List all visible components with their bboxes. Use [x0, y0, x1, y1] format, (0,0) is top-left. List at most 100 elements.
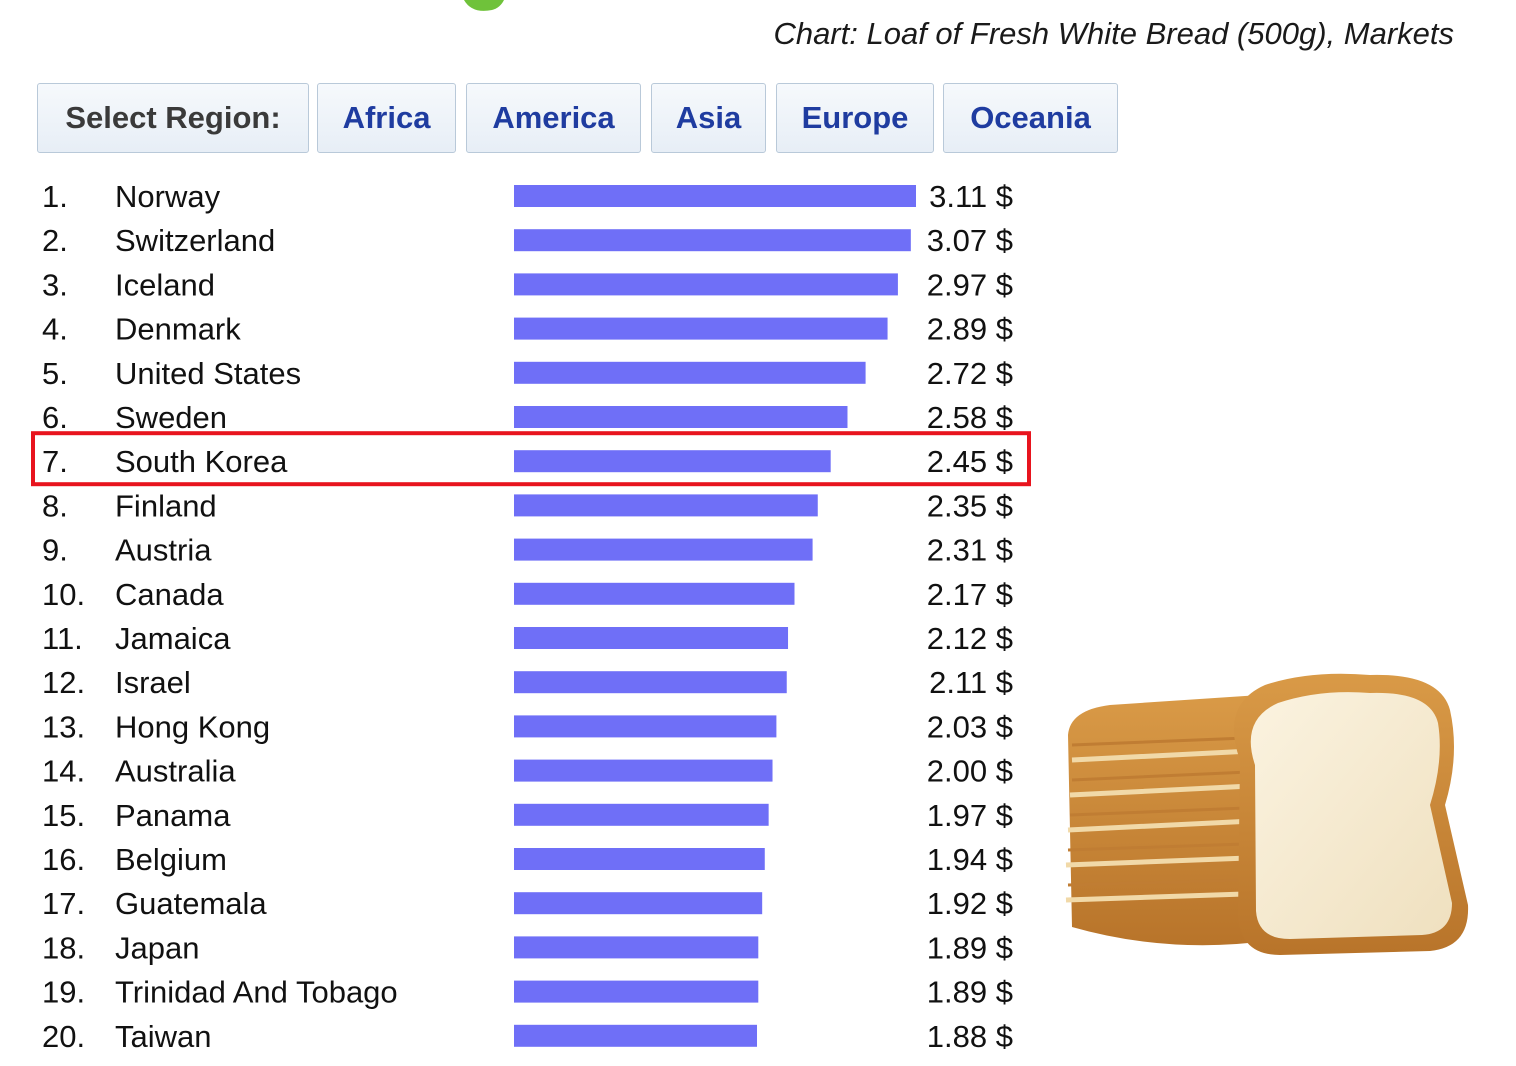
value-label: 2.03 $	[927, 709, 1013, 744]
chart-row: 15. Panama 1.97 $	[42, 798, 1013, 833]
country-label: Japan	[115, 930, 199, 965]
value-label: 2.31 $	[927, 533, 1013, 568]
chart-row: 3. Iceland 2.97 $	[42, 267, 1013, 302]
country-label: Finland	[115, 488, 217, 523]
chart-row: 7. South Korea 2.45 $	[42, 444, 1013, 479]
bar	[514, 1024, 758, 1047]
bread-price-bar-chart: 1. Norway 3.11 $ 2. Switzerland 3.07 $ 3. Icela…	[31, 179, 1031, 1054]
value-label: 2.11 $	[929, 665, 1013, 700]
country-label: Switzerland	[115, 223, 275, 258]
rank-label: 9.	[42, 533, 68, 568]
bar	[514, 317, 888, 340]
rank-label: 15.	[42, 798, 85, 833]
rank-label: 7.	[42, 444, 68, 479]
value-label: 1.97 $	[927, 798, 1013, 833]
region-tab-america[interactable]: America	[466, 83, 641, 153]
country-label: Canada	[115, 577, 224, 612]
select-region-label: Select Region:	[37, 83, 309, 153]
bar	[514, 582, 795, 605]
value-label: 2.35 $	[927, 488, 1013, 523]
chart-title: Chart: Loaf of Fresh White Bread (500g),…	[773, 16, 1454, 51]
country-label: Sweden	[115, 400, 227, 435]
bar	[514, 848, 765, 870]
bar	[514, 361, 866, 384]
value-label: 2.58 $	[927, 400, 1013, 435]
leaf-decoration	[464, 0, 504, 11]
rank-label: 18.	[42, 930, 85, 965]
bar	[514, 627, 789, 649]
value-label: 1.88 $	[927, 1019, 1013, 1054]
region-tab-oceania[interactable]: Oceania	[943, 83, 1118, 153]
bar	[514, 229, 911, 252]
bar	[514, 759, 773, 782]
value-label: 2.12 $	[927, 621, 1013, 656]
chart-row: 20. Taiwan 1.88 $	[42, 1019, 1013, 1054]
country-label: Hong Kong	[115, 709, 270, 744]
chart-row: 16. Belgium 1.94 $	[42, 842, 1013, 877]
bar	[514, 406, 848, 428]
country-label: Trinidad And Tobago	[115, 975, 398, 1010]
country-label: Guatemala	[115, 886, 267, 921]
bar	[514, 715, 777, 738]
value-label: 1.89 $	[927, 930, 1013, 965]
value-label: 3.07 $	[927, 223, 1013, 258]
region-tab-asia[interactable]: Asia	[651, 83, 766, 153]
country-label: Jamaica	[115, 621, 231, 656]
bar	[514, 671, 787, 694]
country-label: Austria	[115, 533, 212, 568]
country-label: Belgium	[115, 842, 227, 877]
bar	[514, 980, 759, 1003]
rank-label: 16.	[42, 842, 85, 877]
chart-row: 8. Finland 2.35 $	[42, 488, 1013, 523]
chart-row: 10. Canada 2.17 $	[42, 577, 1013, 612]
bar	[514, 538, 813, 561]
value-label: 2.17 $	[927, 577, 1013, 612]
chart-row: 5. United States 2.72 $	[42, 356, 1013, 391]
value-label: 2.72 $	[927, 356, 1013, 391]
rank-label: 17.	[42, 886, 85, 921]
country-label: Norway	[115, 179, 221, 214]
rank-label: 4.	[42, 312, 68, 347]
chart-row: 14. Australia 2.00 $	[42, 754, 1013, 789]
rank-label: 10.	[42, 577, 85, 612]
rank-label: 20.	[42, 1019, 85, 1054]
rank-label: 19.	[42, 975, 85, 1010]
value-label: 3.11 $	[929, 179, 1013, 214]
bar	[514, 936, 759, 959]
region-tab-africa[interactable]: Africa	[317, 83, 456, 153]
rank-label: 12.	[42, 665, 85, 700]
chart-row: 13. Hong Kong 2.03 $	[42, 709, 1013, 744]
bar	[514, 803, 769, 826]
value-label: 2.00 $	[927, 754, 1013, 789]
value-label: 2.97 $	[927, 267, 1013, 302]
country-label: Israel	[115, 665, 191, 700]
rank-label: 2.	[42, 223, 68, 258]
country-label: South Korea	[115, 444, 288, 479]
rank-label: 5.	[42, 356, 68, 391]
chart-row: 4. Denmark 2.89 $	[42, 312, 1013, 347]
chart-row: 11. Jamaica 2.12 $	[42, 621, 1013, 656]
country-label: Australia	[115, 754, 236, 789]
chart-row: 9. Austria 2.31 $	[42, 533, 1013, 568]
bar	[514, 450, 831, 473]
country-label: United States	[115, 356, 301, 391]
chart-row: 1. Norway 3.11 $	[42, 179, 1013, 214]
rank-label: 14.	[42, 754, 85, 789]
chart-row: 19. Trinidad And Tobago 1.89 $	[42, 975, 1013, 1010]
region-tab-europe[interactable]: Europe	[776, 83, 934, 153]
highlight-box	[31, 431, 1031, 487]
chart-row: 6. Sweden 2.58 $	[42, 400, 1013, 435]
rank-label: 6.	[42, 400, 68, 435]
value-label: 2.45 $	[927, 444, 1013, 479]
rank-label: 3.	[42, 267, 68, 302]
country-label: Panama	[115, 798, 231, 833]
bar	[514, 185, 916, 207]
chart-row: 2. Switzerland 3.07 $	[42, 223, 1013, 258]
value-label: 1.94 $	[927, 842, 1013, 877]
bread-slices-image	[1065, 673, 1469, 955]
bar	[514, 273, 898, 296]
chart-row: 17. Guatemala 1.92 $	[42, 886, 1013, 921]
bar	[514, 892, 763, 915]
rank-label: 11.	[42, 621, 83, 656]
country-label: Denmark	[115, 312, 241, 347]
